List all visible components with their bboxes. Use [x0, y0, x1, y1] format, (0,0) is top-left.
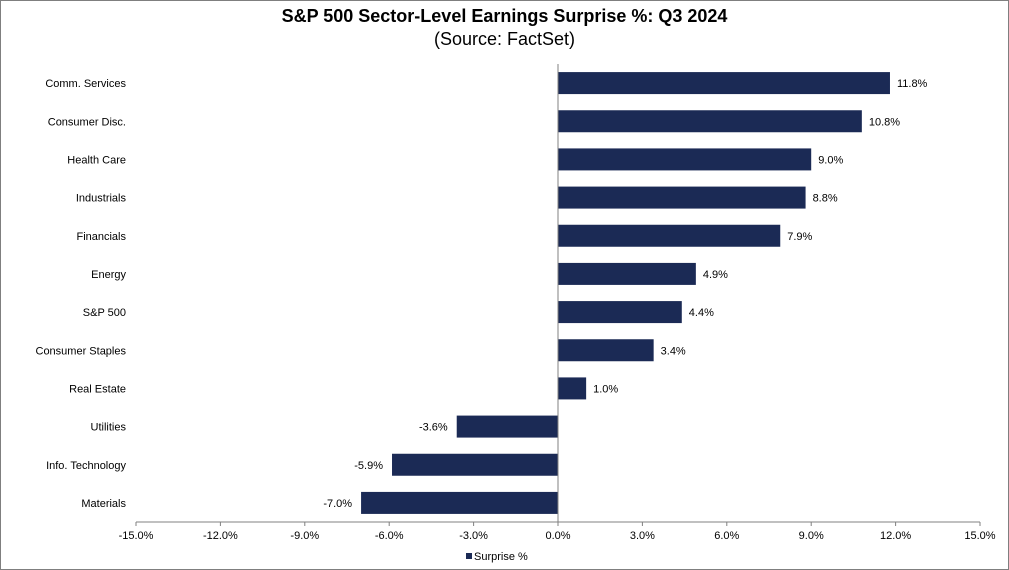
bar	[361, 491, 558, 514]
bar	[558, 262, 696, 285]
bar	[392, 453, 558, 476]
chart-title: S&P 500 Sector-Level Earnings Surprise %…	[281, 6, 728, 26]
data-label: -3.6%	[419, 422, 448, 434]
category-label: Industrials	[76, 193, 127, 205]
category-label: Info. Technology	[46, 460, 126, 472]
category-label: Consumer Disc.	[48, 116, 126, 128]
bar	[456, 415, 558, 438]
data-label: 3.4%	[661, 345, 686, 357]
x-tick-label: 6.0%	[714, 530, 739, 542]
chart-subtitle: (Source: FactSet)	[433, 29, 576, 49]
bar	[558, 72, 890, 95]
category-label: Consumer Staples	[36, 345, 127, 357]
x-tick-label: 3.0%	[630, 530, 655, 542]
data-label: 1.0%	[593, 383, 618, 395]
x-tick-label: -12.0%	[203, 530, 238, 542]
category-label: S&P 500	[83, 307, 126, 319]
category-label: Materials	[81, 498, 126, 510]
bar	[558, 224, 781, 247]
data-label: 9.0%	[818, 154, 843, 166]
bar	[558, 110, 862, 133]
legend-swatch	[466, 553, 472, 559]
data-label: 4.4%	[689, 307, 714, 319]
data-label: 11.8%	[897, 78, 928, 90]
category-label: Health Care	[67, 154, 126, 166]
category-label: Utilities	[91, 422, 127, 434]
category-label: Comm. Services	[45, 78, 126, 90]
data-label: 8.8%	[813, 193, 838, 205]
x-tick-label: 15.0%	[964, 530, 995, 542]
legend-label: Surprise %	[474, 551, 528, 563]
x-tick-label: -9.0%	[290, 530, 319, 542]
data-label: 10.8%	[869, 116, 900, 128]
bar	[558, 339, 654, 362]
x-tick-label: -6.0%	[375, 530, 404, 542]
data-label: -7.0%	[323, 498, 352, 510]
data-label: 4.9%	[703, 269, 728, 281]
category-label: Energy	[91, 269, 126, 281]
bar	[558, 186, 806, 209]
x-tick-label: 12.0%	[880, 530, 911, 542]
bar	[558, 377, 587, 400]
data-label: -5.9%	[354, 460, 383, 472]
x-tick-label: 0.0%	[545, 530, 570, 542]
category-label: Real Estate	[69, 383, 126, 395]
x-tick-label: -3.0%	[459, 530, 488, 542]
bar	[558, 148, 812, 171]
x-tick-label: 9.0%	[799, 530, 824, 542]
x-tick-label: -15.0%	[119, 530, 154, 542]
bar	[558, 301, 682, 324]
data-label: 7.9%	[787, 231, 812, 243]
category-label: Financials	[76, 231, 126, 243]
